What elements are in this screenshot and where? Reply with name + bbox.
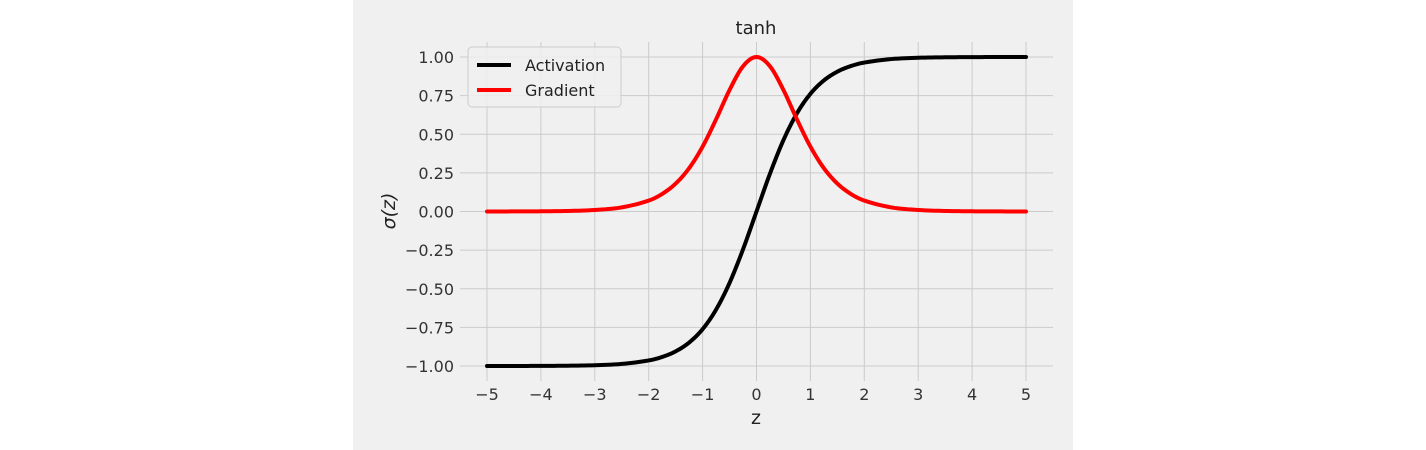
y-tick-label: 0.75 [418,87,454,106]
x-tick-label: 5 [1021,385,1031,404]
y-tick-label: 1.00 [418,48,454,67]
series-lines [485,55,1028,368]
chart-svg: −5 −4 −3 −2 −1 0 1 2 3 4 5 −1.00 −0.75 −0.50 −0.25 0.0… [378,18,1053,429]
y-tick-label: −1.00 [405,357,454,376]
x-tick-label: 3 [913,385,923,404]
x-tick-label: 1 [805,385,815,404]
x-tick-label: −3 [583,385,607,404]
y-tick-label: 0.25 [418,164,454,183]
x-tick-label: 2 [859,385,869,404]
x-tick-label: 4 [967,385,977,404]
chart-title: tanh [736,18,777,39]
x-tick-label: −2 [637,385,661,404]
x-tick-labels: −5 −4 −3 −2 −1 0 1 2 3 4 5 [475,385,1031,404]
y-tick-label: 0.00 [418,203,454,222]
x-tick-label: −5 [475,385,499,404]
y-tick-label: −0.75 [405,318,454,337]
x-tick-label: 0 [751,385,761,404]
series-line-gradient [485,55,1028,214]
x-axis-label: z [751,407,761,429]
legend-label-gradient: Gradient [525,81,595,100]
chart-figure: −5 −4 −3 −2 −1 0 1 2 3 4 5 −1.00 −0.75 −0.50 −0.25 0.0… [353,0,1073,450]
y-axis-label: σ(z) [378,193,400,230]
series-line-activation [485,55,1028,368]
y-tick-label: −0.25 [405,241,454,260]
x-tick-label: −1 [691,385,715,404]
y-tick-label: −0.50 [405,280,454,299]
y-tick-labels: −1.00 −0.75 −0.50 −0.25 0.00 0.25 0.50 0.75 1.00 [405,48,454,376]
x-tick-label: −4 [529,385,553,404]
legend: Activation Gradient [467,46,622,108]
legend-label-activation: Activation [525,56,605,75]
y-tick-label: 0.50 [418,125,454,144]
